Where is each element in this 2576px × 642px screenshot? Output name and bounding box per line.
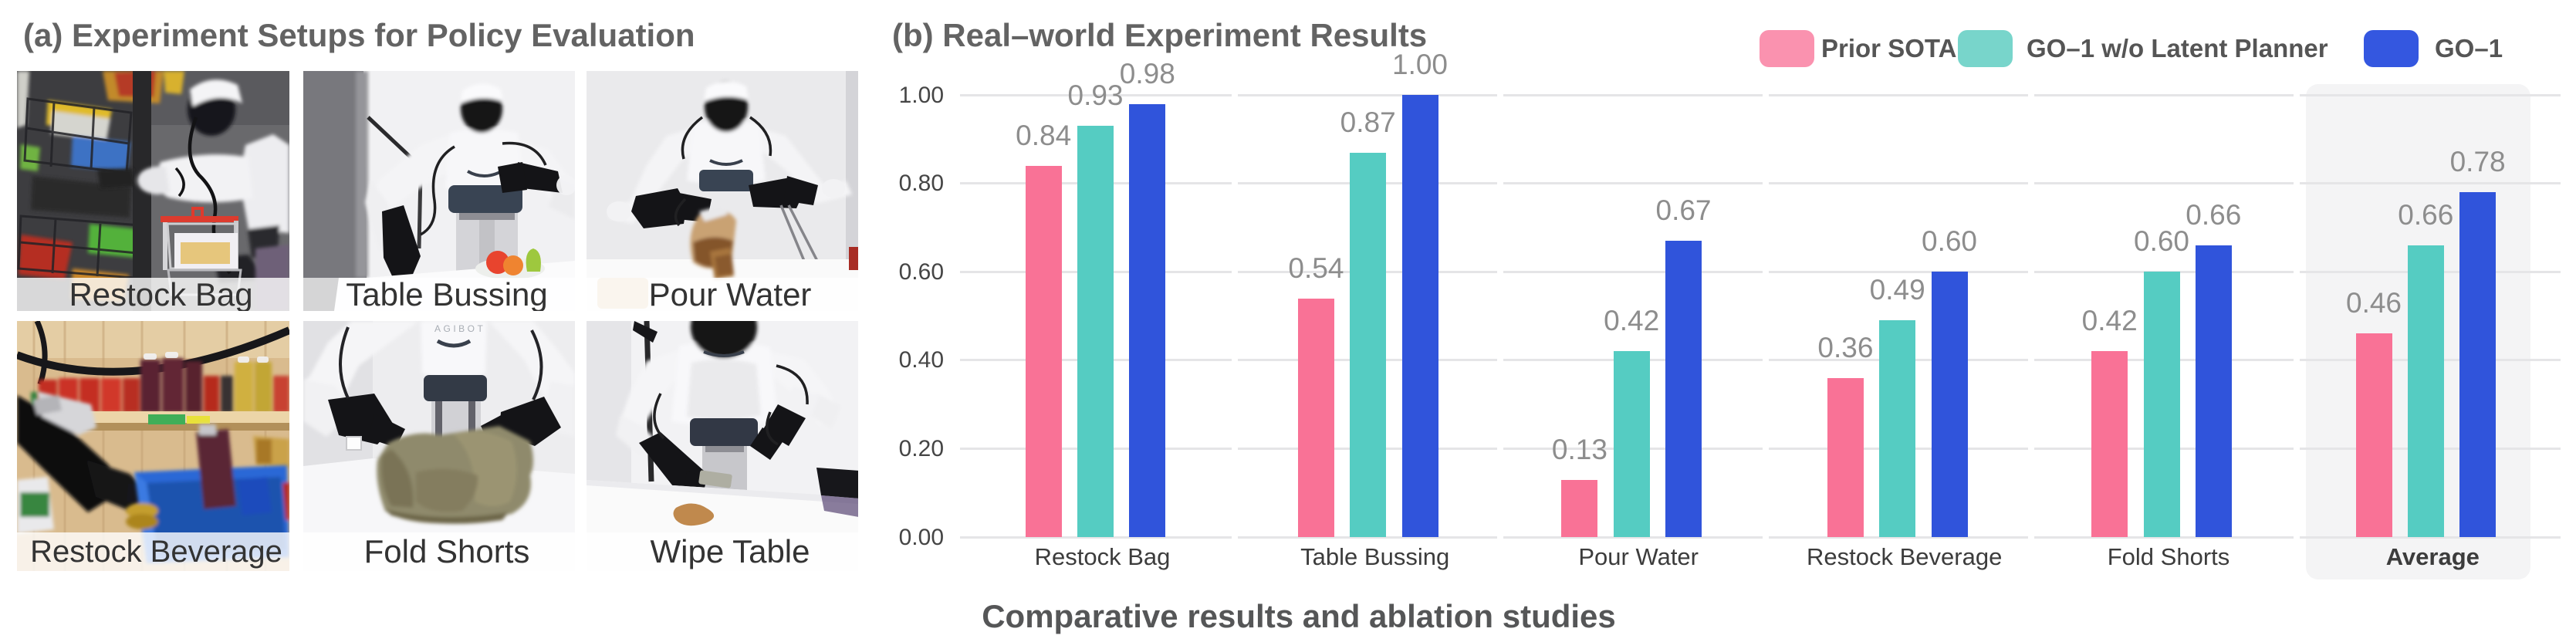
svg-text:AGIBOT: AGIBOT [434,323,485,334]
